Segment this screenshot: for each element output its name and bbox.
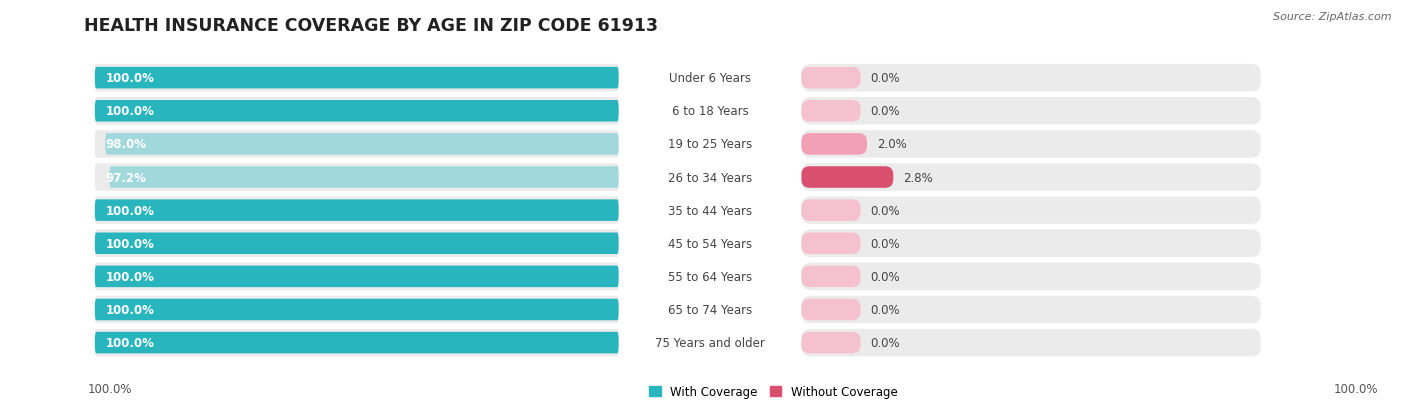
FancyBboxPatch shape (94, 299, 619, 320)
Text: 100.0%: 100.0% (105, 72, 155, 85)
FancyBboxPatch shape (94, 296, 619, 323)
Legend: With Coverage, Without Coverage: With Coverage, Without Coverage (644, 381, 903, 403)
Text: 26 to 34 Years: 26 to 34 Years (668, 171, 752, 184)
FancyBboxPatch shape (801, 134, 868, 155)
FancyBboxPatch shape (801, 200, 860, 221)
Text: HEALTH INSURANCE COVERAGE BY AGE IN ZIP CODE 61913: HEALTH INSURANCE COVERAGE BY AGE IN ZIP … (84, 17, 658, 34)
Text: 0.0%: 0.0% (870, 237, 900, 250)
Text: 0.0%: 0.0% (870, 72, 900, 85)
FancyBboxPatch shape (801, 263, 1261, 290)
FancyBboxPatch shape (94, 98, 619, 125)
FancyBboxPatch shape (801, 266, 860, 287)
Text: 0.0%: 0.0% (870, 105, 900, 118)
Text: 65 to 74 Years: 65 to 74 Years (668, 303, 752, 316)
Text: 0.0%: 0.0% (870, 204, 900, 217)
Text: 0.0%: 0.0% (870, 336, 900, 349)
FancyBboxPatch shape (801, 299, 860, 320)
FancyBboxPatch shape (801, 98, 1261, 125)
FancyBboxPatch shape (94, 230, 619, 257)
FancyBboxPatch shape (94, 329, 619, 356)
Text: 0.0%: 0.0% (870, 303, 900, 316)
FancyBboxPatch shape (94, 197, 619, 224)
FancyBboxPatch shape (801, 296, 1261, 323)
FancyBboxPatch shape (94, 164, 619, 191)
Text: 2.8%: 2.8% (903, 171, 932, 184)
FancyBboxPatch shape (94, 332, 619, 354)
FancyBboxPatch shape (801, 197, 1261, 224)
Text: Under 6 Years: Under 6 Years (669, 72, 751, 85)
Text: 100.0%: 100.0% (105, 303, 155, 316)
Text: 97.2%: 97.2% (105, 171, 146, 184)
Text: Source: ZipAtlas.com: Source: ZipAtlas.com (1274, 12, 1392, 22)
FancyBboxPatch shape (801, 230, 1261, 257)
Text: 35 to 44 Years: 35 to 44 Years (668, 204, 752, 217)
Text: 100.0%: 100.0% (105, 237, 155, 250)
Text: 100.0%: 100.0% (105, 270, 155, 283)
Text: 98.0%: 98.0% (105, 138, 146, 151)
Text: 100.0%: 100.0% (105, 204, 155, 217)
Text: 2.0%: 2.0% (877, 138, 907, 151)
Text: 0.0%: 0.0% (870, 270, 900, 283)
Text: 100.0%: 100.0% (87, 382, 132, 395)
FancyBboxPatch shape (94, 263, 619, 290)
FancyBboxPatch shape (801, 131, 1261, 158)
FancyBboxPatch shape (94, 131, 619, 158)
Text: 75 Years and older: 75 Years and older (655, 336, 765, 349)
FancyBboxPatch shape (801, 101, 860, 122)
FancyBboxPatch shape (94, 266, 619, 287)
FancyBboxPatch shape (801, 68, 860, 89)
FancyBboxPatch shape (94, 65, 619, 92)
FancyBboxPatch shape (801, 65, 1261, 92)
Text: 55 to 64 Years: 55 to 64 Years (668, 270, 752, 283)
FancyBboxPatch shape (94, 233, 619, 254)
Text: 45 to 54 Years: 45 to 54 Years (668, 237, 752, 250)
FancyBboxPatch shape (801, 332, 860, 354)
FancyBboxPatch shape (94, 68, 619, 89)
Text: 19 to 25 Years: 19 to 25 Years (668, 138, 752, 151)
Text: 100.0%: 100.0% (105, 105, 155, 118)
FancyBboxPatch shape (801, 329, 1261, 356)
FancyBboxPatch shape (801, 233, 860, 254)
Text: 100.0%: 100.0% (1333, 382, 1378, 395)
FancyBboxPatch shape (94, 101, 619, 122)
FancyBboxPatch shape (801, 164, 1261, 191)
FancyBboxPatch shape (801, 167, 893, 188)
Text: 6 to 18 Years: 6 to 18 Years (672, 105, 748, 118)
FancyBboxPatch shape (110, 167, 619, 188)
FancyBboxPatch shape (105, 134, 619, 155)
FancyBboxPatch shape (94, 200, 619, 221)
Text: 100.0%: 100.0% (105, 336, 155, 349)
